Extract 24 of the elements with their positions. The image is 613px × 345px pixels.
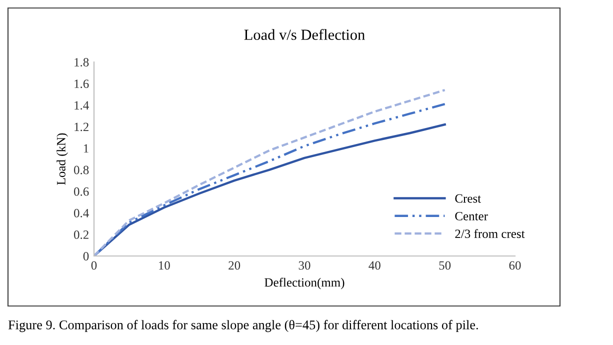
y-tick-label: 0.6: [74, 187, 89, 196]
y-tick-label: 1: [84, 144, 88, 153]
x-axis-title: Deflection(mm): [264, 278, 344, 290]
y-tick-label: 0: [83, 252, 89, 260]
x-tick-label: 10: [159, 261, 170, 270]
y-tick-label: 0.2: [74, 230, 88, 239]
y-tick-label: 0.8: [74, 166, 89, 174]
x-tick-label: 60: [509, 261, 521, 270]
x-tick-label: 40: [368, 261, 380, 270]
caption: Figure 9. Comparison of loads for same slope angle (θ=45) for different locations of pile.: [8, 320, 478, 332]
y-tick-label: 1.6: [74, 80, 89, 88]
chart-title: Load v/s Deflection: [244, 29, 365, 40]
y-tick-label: 1.2: [74, 122, 88, 132]
x-tick-label: 0: [91, 261, 97, 270]
legend-label: Center: [455, 212, 488, 220]
x-tick-label: 30: [298, 261, 310, 270]
y-axis-title: Load (kN): [56, 133, 68, 185]
legend-label: Crest: [455, 194, 481, 203]
y-tick-label: 0.4: [74, 208, 89, 218]
x-tick-label: 20: [228, 261, 240, 270]
y-tick-label: 1.4: [74, 101, 89, 110]
y-tick-label: 1.8: [74, 58, 89, 67]
x-tick-label: 50: [439, 261, 451, 270]
legend-label: 2/3 from crest: [455, 229, 525, 238]
